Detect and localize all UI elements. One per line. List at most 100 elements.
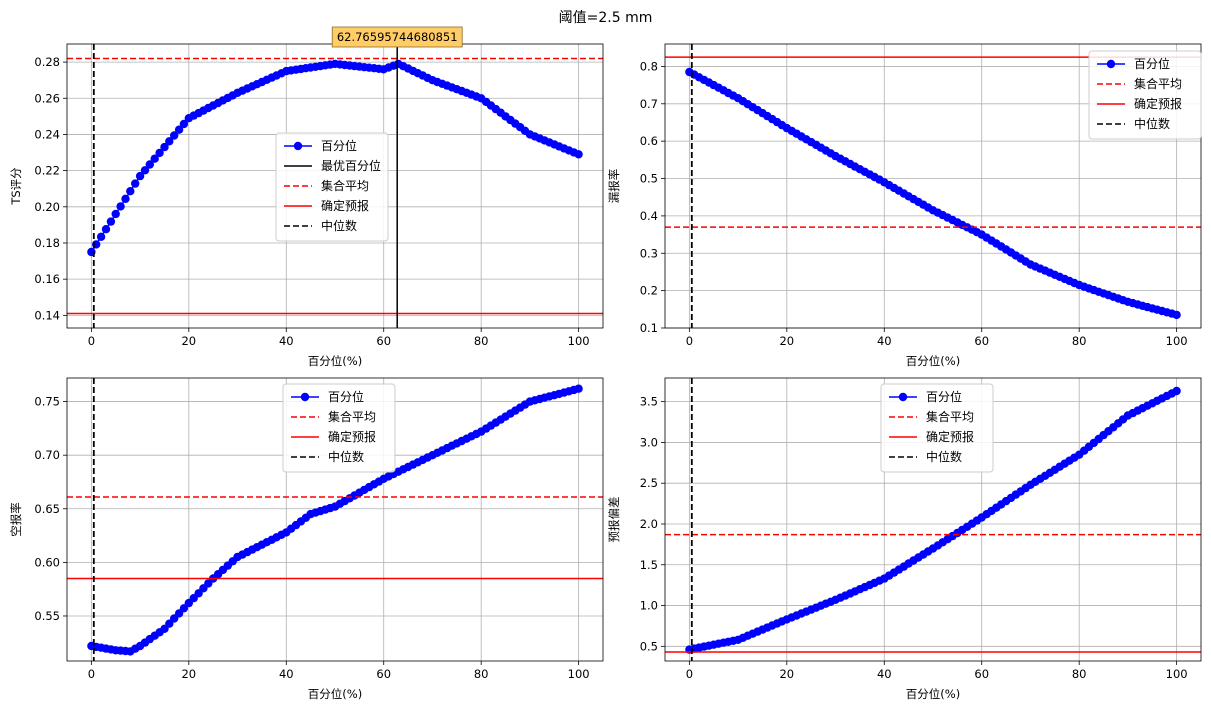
legend-marker <box>1106 59 1116 69</box>
y-tick-label: 0.14 <box>34 308 60 322</box>
y-tick-label: 0.5 <box>640 172 658 186</box>
x-axis-label: 百分位(%) <box>906 687 960 701</box>
y-axis-label: 预报偏差 <box>607 497 621 543</box>
data-point <box>1172 386 1181 396</box>
x-tick-label: 40 <box>279 334 294 348</box>
x-tick-label: 100 <box>1166 667 1188 681</box>
y-tick-label: 0.4 <box>640 209 658 223</box>
legend-marker <box>898 392 908 402</box>
y-tick-label: 2.5 <box>640 476 658 490</box>
y-tick-label: 0.1 <box>640 321 658 335</box>
data-point <box>145 160 154 169</box>
x-tick-label: 100 <box>1166 334 1188 348</box>
data-point <box>131 179 140 188</box>
data-point <box>140 166 150 175</box>
plot-area <box>67 44 603 328</box>
data-point <box>126 187 135 196</box>
legend-label: 百分位 <box>328 389 364 404</box>
legend-marker <box>293 141 303 151</box>
legend-frame <box>275 132 389 242</box>
y-tick-label: 0.3 <box>640 246 658 260</box>
subplots: 0 20 40 60 80 1000.140.160.180.200.220.240.26… <box>9 26 1202 701</box>
y-tick-label: 0.8 <box>640 59 658 73</box>
y-tick-label: 0.75 <box>34 395 60 409</box>
y-tick-label: 0.7 <box>640 97 658 111</box>
y-axis-label: TS评分 <box>9 167 23 206</box>
y-tick-label: 0.16 <box>34 272 60 286</box>
data-point <box>150 154 159 163</box>
legend-label: 百分位 <box>1134 56 1170 71</box>
legend-label: 中位数 <box>328 449 364 464</box>
axes-frame <box>66 377 604 662</box>
data-point <box>160 142 169 152</box>
data-point <box>96 232 106 241</box>
x-tick-label: 60 <box>376 667 391 681</box>
y-tick-label: 0.20 <box>34 200 60 214</box>
legend-label: 确定预报 <box>328 429 376 444</box>
x-tick-label: 20 <box>779 667 794 681</box>
y-tick-label: 0.70 <box>34 448 60 462</box>
y-tick-label: 0.60 <box>34 555 60 569</box>
x-tick-label: 80 <box>1072 667 1087 681</box>
y-tick-label: 0.5 <box>640 639 658 653</box>
subplot: 0 20 40 60 80 100 0.5 1.0 1.5 2.0 2.5 3.0 3.5 百分位(%) 预… <box>607 377 1202 701</box>
legend-frame <box>1088 50 1202 140</box>
data-point <box>179 119 189 129</box>
x-tick-label: 100 <box>568 334 590 348</box>
x-tick-label: 40 <box>877 667 892 681</box>
legend-label: 确定预报 <box>321 198 369 213</box>
y-axis-label: 空报率 <box>9 502 23 537</box>
y-tick-label: 0.65 <box>34 502 60 516</box>
x-axis-label: 百分位(%) <box>308 687 362 701</box>
y-axis-label: 漏报率 <box>607 169 621 204</box>
x-tick-label: 20 <box>181 334 196 348</box>
data-point <box>165 137 174 146</box>
data-point <box>574 384 583 393</box>
data-point <box>170 131 179 140</box>
x-tick-label: 80 <box>474 667 489 681</box>
plot-area <box>67 378 603 661</box>
data-point <box>174 125 184 134</box>
data-point <box>101 225 111 234</box>
data-point <box>574 150 583 159</box>
x-tick-label: 40 <box>877 334 892 348</box>
x-tick-label: 0 <box>88 334 95 348</box>
legend-label: 百分位 <box>926 389 962 404</box>
legend-marker <box>300 392 310 402</box>
y-tick-label: 3.5 <box>640 395 658 409</box>
annotation-label: 62.76595744680851 <box>337 30 458 44</box>
y-tick-label: 0.28 <box>34 55 60 69</box>
plot-area <box>665 44 1201 328</box>
axes-frame <box>664 377 1202 662</box>
data-point <box>135 171 145 181</box>
legend-label: 百分位 <box>321 138 357 153</box>
legend-label: 集合平均 <box>1134 76 1182 91</box>
subplot: 0 20 40 60 80 100 0.14 0.16 0.18 0.20 0.22 0.24 0.26… <box>9 26 604 368</box>
x-tick-label: 60 <box>376 334 391 348</box>
legend-label: 中位数 <box>926 449 962 464</box>
x-tick-label: 80 <box>474 334 489 348</box>
y-tick-label: 0.24 <box>34 127 60 141</box>
legend-label: 最优百分位 <box>321 158 381 173</box>
x-tick-label: 0 <box>88 667 95 681</box>
legend-label: 集合平均 <box>328 409 376 424</box>
x-tick-label: 100 <box>568 667 590 681</box>
data-point <box>111 209 120 219</box>
y-tick-label: 2.0 <box>640 517 658 531</box>
x-tick-label: 60 <box>974 334 989 348</box>
legend-label: 中位数 <box>1134 116 1170 131</box>
y-tick-label: 0.22 <box>34 164 60 178</box>
x-tick-label: 20 <box>779 334 794 348</box>
x-axis-label: 百分位(%) <box>906 354 960 368</box>
subplot: 0 20 40 60 80 100 0.55 0.60 0.65 0.70 0.75 百分位(%) 空报… <box>9 377 604 701</box>
subplot: 0 20 40 60 80 100 0.1 0.2 0.3 0.4 0.5 0.6 0.7 0.8 百分位(… <box>607 43 1202 368</box>
data-point <box>116 202 125 211</box>
x-tick-label: 60 <box>974 667 989 681</box>
x-tick-label: 20 <box>181 667 196 681</box>
axes-frame <box>664 43 1202 329</box>
data-point <box>1172 310 1181 320</box>
